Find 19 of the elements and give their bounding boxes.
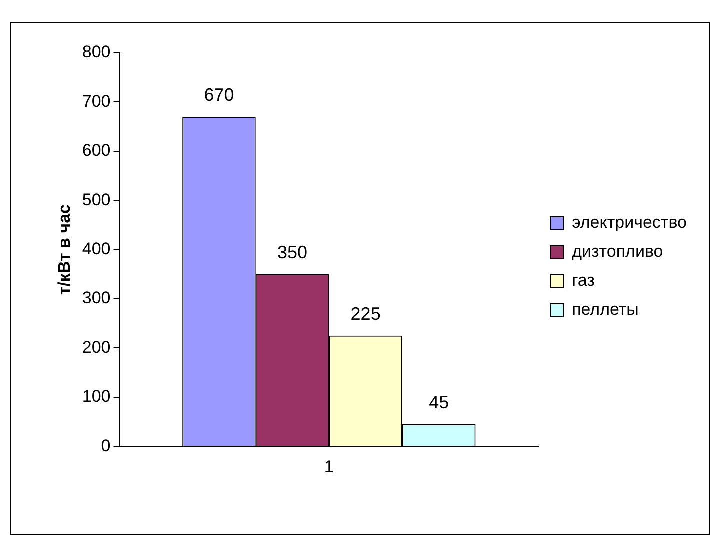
legend-label: электричество (572, 213, 688, 232)
y-tick-label: 0 (101, 436, 111, 456)
data-label: 670 (204, 84, 234, 105)
y-tick-label: 600 (82, 141, 111, 160)
y-tick-label: 300 (82, 288, 111, 308)
y-tick-label: 700 (82, 92, 111, 111)
data-label: 350 (277, 242, 308, 262)
y-tick-label: 200 (82, 338, 111, 357)
y-tick-label: 400 (82, 239, 111, 258)
y-tick-label: 100 (82, 387, 111, 406)
legend-label: пеллеты (572, 300, 639, 320)
legend-label: газ (572, 271, 596, 290)
x-tick-label: 1 (324, 457, 334, 476)
data-label: 45 (429, 392, 450, 412)
y-axis-title: т/кВт в час (54, 204, 74, 296)
data-label: 225 (350, 304, 381, 324)
legend-label: дизтопливо (572, 242, 664, 262)
y-tick-label: 500 (82, 190, 111, 210)
y-tick-label: 800 (82, 42, 111, 62)
